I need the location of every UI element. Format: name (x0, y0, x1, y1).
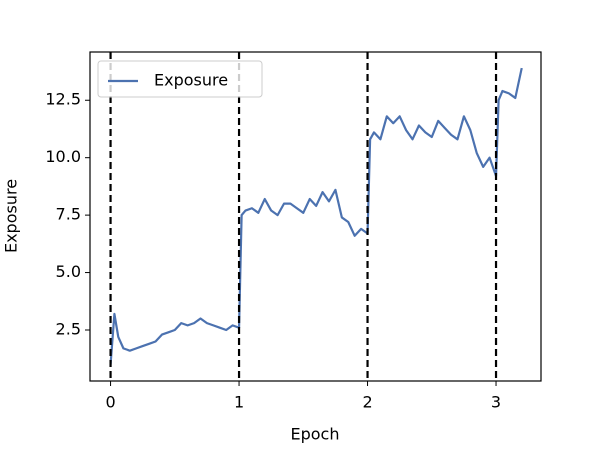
x-tick-label: 2 (362, 393, 372, 412)
x-axis-label: Epoch (291, 425, 340, 444)
legend-label: Exposure (154, 71, 228, 90)
y-axis-label: Exposure (2, 179, 21, 253)
y-tick-label: 5.0 (56, 262, 81, 281)
legend-box (97, 60, 263, 98)
data-line (109, 67, 523, 365)
plot-frame (89, 51, 542, 382)
y-tick-label: 7.5 (56, 205, 81, 224)
x-tick-label: 0 (105, 393, 115, 412)
x-tick-label: 3 (491, 393, 501, 412)
y-tick-label: 12.5 (45, 90, 81, 109)
y-tick-label: 2.5 (56, 319, 81, 338)
x-tick-label: 1 (234, 393, 244, 412)
y-tick-label: 10.0 (45, 147, 81, 166)
